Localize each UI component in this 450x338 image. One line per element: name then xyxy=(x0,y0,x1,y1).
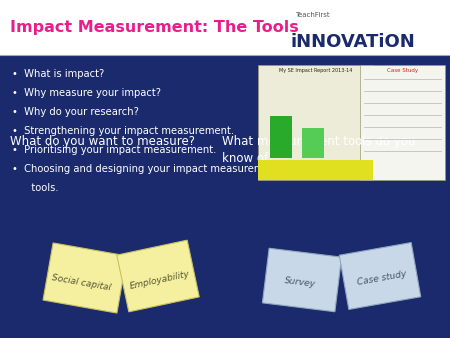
FancyBboxPatch shape xyxy=(258,160,373,180)
Text: •  Prioritising your impact measurement.: • Prioritising your impact measurement. xyxy=(12,145,216,155)
FancyBboxPatch shape xyxy=(360,65,445,180)
Text: •  Strengthening your impact measurement.: • Strengthening your impact measurement. xyxy=(12,126,234,136)
Text: Employability: Employability xyxy=(129,269,191,291)
Polygon shape xyxy=(262,248,342,312)
Text: My SE Impact Report 2013-14: My SE Impact Report 2013-14 xyxy=(279,68,352,73)
Polygon shape xyxy=(43,243,127,313)
Text: Impact Measurement: The Tools: Impact Measurement: The Tools xyxy=(10,20,299,35)
Text: •  What is impact?: • What is impact? xyxy=(12,69,104,79)
Polygon shape xyxy=(339,243,421,309)
Text: tools.: tools. xyxy=(22,183,58,193)
Text: Survey: Survey xyxy=(284,275,316,288)
Text: •  Why measure your impact?: • Why measure your impact? xyxy=(12,88,161,98)
Text: Social capital: Social capital xyxy=(51,273,111,293)
Text: Case study: Case study xyxy=(356,269,407,287)
FancyBboxPatch shape xyxy=(302,128,324,158)
Text: What measurement tools do you
know of?: What measurement tools do you know of? xyxy=(222,135,415,165)
Text: Case Study: Case Study xyxy=(387,68,418,73)
Polygon shape xyxy=(117,240,199,312)
Text: What do you want to measure?: What do you want to measure? xyxy=(10,135,195,148)
FancyBboxPatch shape xyxy=(270,116,292,158)
Text: •  Choosing and designing your impact measurement: • Choosing and designing your impact mea… xyxy=(12,164,280,174)
Text: TeachFirst: TeachFirst xyxy=(295,12,329,18)
Text: •  Why do your research?: • Why do your research? xyxy=(12,107,139,117)
Text: iNNOVATiON: iNNOVATiON xyxy=(290,33,415,51)
FancyBboxPatch shape xyxy=(258,65,373,180)
FancyBboxPatch shape xyxy=(0,0,450,55)
